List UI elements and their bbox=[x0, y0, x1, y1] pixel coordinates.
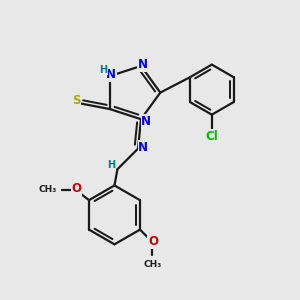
Text: S: S bbox=[72, 94, 81, 107]
Text: N: N bbox=[141, 115, 151, 128]
Text: O: O bbox=[148, 236, 158, 248]
Text: CH₃: CH₃ bbox=[143, 260, 161, 269]
Text: N: N bbox=[138, 141, 148, 154]
Text: O: O bbox=[71, 182, 81, 195]
Text: N: N bbox=[106, 68, 116, 81]
Text: CH₃: CH₃ bbox=[39, 185, 57, 194]
Text: H: H bbox=[107, 160, 115, 170]
Text: H: H bbox=[99, 65, 107, 75]
Text: Cl: Cl bbox=[206, 130, 218, 143]
Text: N: N bbox=[137, 58, 147, 71]
